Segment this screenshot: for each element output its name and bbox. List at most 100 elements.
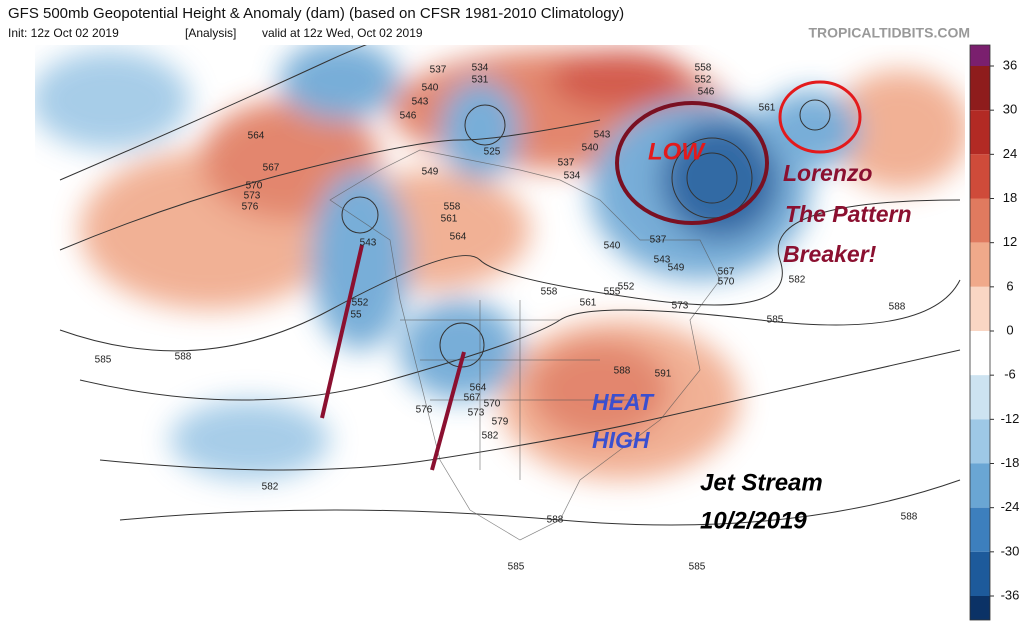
contour-label: 585 xyxy=(689,562,706,573)
contour-label: 558 xyxy=(695,63,712,74)
contour-label: 585 xyxy=(508,562,525,573)
colorbar-swatch xyxy=(970,419,990,464)
contour-label: 546 xyxy=(400,111,417,122)
contour-label: 576 xyxy=(416,405,433,416)
contour-label: 561 xyxy=(580,298,597,309)
contour-label: 546 xyxy=(698,87,715,98)
jet-label: Jet Stream xyxy=(700,469,823,496)
contour-label: 573 xyxy=(468,408,485,419)
contour-label: 534 xyxy=(564,171,581,182)
contour-label: 558 xyxy=(541,287,558,298)
colorbar-tick-label: 36 xyxy=(1003,57,1017,72)
contour-label: 588 xyxy=(614,366,631,377)
colorbar-swatch xyxy=(970,507,990,552)
contour-label: 585 xyxy=(95,355,112,366)
contour-label: 564 xyxy=(470,383,487,394)
contour-label: 588 xyxy=(175,352,192,363)
jet-line xyxy=(430,351,466,471)
contour-label: 582 xyxy=(262,482,279,493)
colorbar-swatch xyxy=(970,551,990,596)
colorbar-tick-label: -18 xyxy=(1001,455,1020,470)
contour-label: 579 xyxy=(492,417,509,428)
contour-label: 570 xyxy=(246,181,263,192)
analysis: [Analysis] xyxy=(185,26,236,40)
contour-label: 588 xyxy=(901,512,918,523)
contour-label: 555 xyxy=(604,287,621,298)
contour-label: 540 xyxy=(582,143,599,154)
contour-label: 543 xyxy=(594,130,611,141)
contour-label: 543 xyxy=(360,238,377,249)
contour-label: 543 xyxy=(412,97,429,108)
colorbar-tick-label: -24 xyxy=(1001,499,1020,514)
init: Init: 12z Oct 02 2019 xyxy=(8,26,119,40)
colorbar-swatch xyxy=(970,198,990,243)
title: GFS 500mb Geopotential Height & Anomaly … xyxy=(8,5,624,22)
contour-label: 540 xyxy=(604,241,621,252)
contour-label: 525 xyxy=(484,147,501,158)
contour-label: 564 xyxy=(248,131,265,142)
colorbar-swatch xyxy=(970,66,990,111)
contour-label: 540 xyxy=(422,83,439,94)
contour-label: 537 xyxy=(650,235,667,246)
contour-label: 534 xyxy=(472,63,489,74)
contour-label: 582 xyxy=(789,275,806,286)
colorbar-tick-label: 0 xyxy=(1006,322,1013,337)
colorbar-swatch xyxy=(970,242,990,287)
contour-label: 576 xyxy=(242,202,259,213)
colorbar-tick-label: 12 xyxy=(1003,234,1017,249)
contour-label: 552 xyxy=(352,298,369,309)
contour-label: 561 xyxy=(759,103,776,114)
contour-label: 567 xyxy=(718,267,735,278)
lorenzo-label: Breaker! xyxy=(783,241,877,267)
map xyxy=(35,45,965,620)
valid: valid at 12z Wed, Oct 02 2019 xyxy=(262,26,423,40)
contour-label: 573 xyxy=(244,191,261,202)
low-ring xyxy=(615,101,769,225)
contour-label: 549 xyxy=(422,167,439,178)
source: TROPICALTIDBITS.COM xyxy=(808,25,970,41)
lorenzo-label: The Pattern xyxy=(785,201,912,227)
contour-label: 567 xyxy=(464,393,481,404)
contour-label: 537 xyxy=(430,65,447,76)
colorbar-tick-label: 18 xyxy=(1003,190,1017,205)
contour-label: 591 xyxy=(655,369,672,380)
date-label: 10/2/2019 xyxy=(700,507,807,534)
colorbar-tick-label: 24 xyxy=(1003,146,1017,161)
colorbar-swatch xyxy=(970,463,990,508)
contour-label: 582 xyxy=(482,431,499,442)
contour-label: 588 xyxy=(889,302,906,313)
contour-label: 561 xyxy=(441,214,458,225)
contour-label: 552 xyxy=(618,282,635,293)
colorbar-tick-label: -36 xyxy=(1001,587,1020,602)
colorbar-tick-label: -30 xyxy=(1001,543,1020,558)
contour-label: 564 xyxy=(450,232,467,243)
contour-label: 567 xyxy=(263,163,280,174)
colorbar-swatch xyxy=(970,596,990,620)
contour-label: 573 xyxy=(672,301,689,312)
contour-label: 531 xyxy=(472,75,489,86)
contour-label: 549 xyxy=(668,263,685,274)
colorbar-swatch xyxy=(970,375,990,420)
colorbar: 36 30 24 18 12 6 0 -6 -12 -18 -24 -30 -36 xyxy=(969,44,1020,621)
colorbar-tick-label: -6 xyxy=(1004,367,1016,382)
colorbar-tick-label: 30 xyxy=(1003,102,1017,117)
heat-label: HEAT xyxy=(592,389,655,415)
contour-label: 585 xyxy=(767,315,784,326)
contour-label: 55 xyxy=(350,310,362,321)
jet-line xyxy=(320,244,364,419)
colorbar-swatch xyxy=(970,154,990,199)
colorbar-swatch xyxy=(970,110,990,155)
colorbar-tick-label: 6 xyxy=(1006,278,1013,293)
contour-labels: 537 5345315405435465585525465615645675705… xyxy=(95,63,918,573)
colorbar-tick-label: -12 xyxy=(1001,411,1020,426)
colorbar-swatch xyxy=(970,45,990,66)
contour-label: 537 xyxy=(558,158,575,169)
colorbar-frame xyxy=(969,44,991,621)
contour-label: 558 xyxy=(444,202,461,213)
high-label: HIGH xyxy=(592,427,650,453)
contour-label: 543 xyxy=(654,255,671,266)
contour-label: 570 xyxy=(718,277,735,288)
low-label: LOW xyxy=(648,138,706,165)
lorenzo-ring xyxy=(778,80,862,154)
